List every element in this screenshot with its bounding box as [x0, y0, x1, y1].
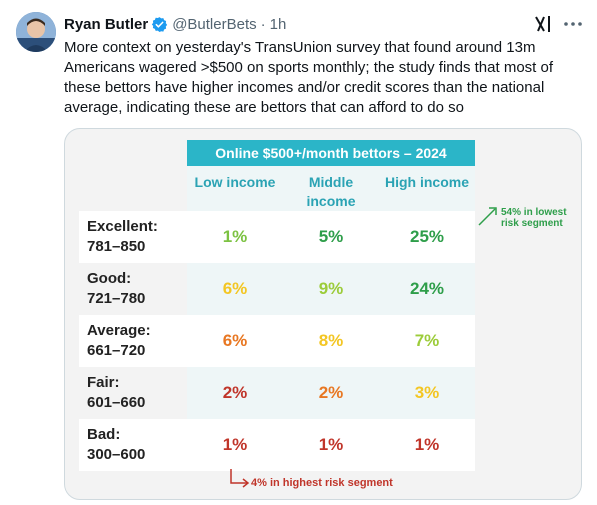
tweet-timestamp[interactable]: 1h — [269, 15, 287, 33]
cell-excellent-middle: 5% — [318, 227, 344, 246]
cell-average-high: 7% — [414, 331, 440, 350]
cell-fair-middle: 2% — [318, 383, 344, 402]
author-name[interactable]: Ryan Butler — [64, 15, 149, 33]
tweet-text: More context on yesterday's TransUnion s… — [64, 39, 554, 116]
table-row-fair: Fair: 601–660 2% 2% 3% — [79, 367, 475, 419]
row-label-line2: 721–780 — [87, 290, 146, 307]
cell-good-low: 6% — [222, 279, 248, 298]
row-label-line1: Fair: — [87, 374, 120, 391]
row-label-line1: Average: — [87, 322, 151, 339]
tweet-header: Ryan Butler @ButlerBets · 1h — [64, 13, 581, 35]
author-avatar[interactable] — [16, 12, 56, 52]
row-label-line1: Bad: — [87, 426, 121, 443]
row-label-line1: Good: — [87, 270, 132, 287]
row-label-line2: 300–600 — [87, 446, 146, 463]
grok-icon[interactable] — [533, 14, 555, 34]
table-row-good: Good: 721–780 6% 9% 24% — [79, 263, 475, 315]
table-row-bad: Bad: 300–600 1% 1% 1% — [79, 419, 475, 471]
row-label-line2: 601–660 — [87, 394, 146, 411]
cell-fair-low: 2% — [222, 383, 248, 402]
cell-good-middle: 9% — [318, 279, 344, 298]
table-title: Online $500+/month bettors – 2024 — [187, 140, 475, 166]
table-row-average: Average: 661–720 6% 8% 7% — [79, 315, 475, 367]
verified-badge-icon — [151, 16, 168, 33]
cell-average-middle: 8% — [318, 331, 344, 350]
annotation-highest-risk: 4% in highest risk segment — [251, 477, 393, 489]
cell-average-low: 6% — [222, 331, 248, 350]
cell-bad-high: 1% — [414, 435, 440, 454]
high-risk-arrow-icon — [230, 469, 250, 488]
annotation-lowest-risk: 54% in lowest risk segment — [501, 207, 567, 229]
column-header-high-income: High income — [384, 174, 469, 190]
separator-dot: · — [260, 15, 266, 33]
column-header-low-income: Low income — [194, 174, 276, 190]
column-header-middle-income: Middle income — [306, 174, 356, 209]
cell-fair-high: 3% — [414, 383, 440, 402]
tweet-media-image[interactable]: Online $500+/month bettors – 2024 Low in… — [64, 128, 582, 500]
cell-good-high: 24% — [409, 279, 445, 298]
row-label-bad: Bad: 300–600 — [87, 425, 145, 465]
row-label-line1: Excellent: — [87, 218, 158, 235]
low-risk-arrow-icon — [478, 207, 497, 226]
cell-excellent-high: 25% — [409, 227, 445, 246]
cell-bad-middle: 1% — [318, 435, 344, 454]
row-label-average: Average: 661–720 — [87, 321, 151, 361]
cell-excellent-low: 1% — [222, 227, 248, 246]
row-label-excellent: Excellent: 781–850 — [87, 217, 158, 257]
row-label-fair: Fair: 601–660 — [87, 373, 145, 413]
table-row-excellent: Excellent: 781–850 1% 5% 25% — [79, 211, 475, 263]
cell-bad-low: 1% — [222, 435, 248, 454]
author-handle[interactable]: @ButlerBets — [172, 15, 257, 33]
row-label-good: Good: 721–780 — [87, 269, 145, 309]
row-label-line2: 661–720 — [87, 342, 146, 359]
more-options-icon[interactable] — [561, 14, 585, 34]
row-label-line2: 781–850 — [87, 238, 146, 255]
